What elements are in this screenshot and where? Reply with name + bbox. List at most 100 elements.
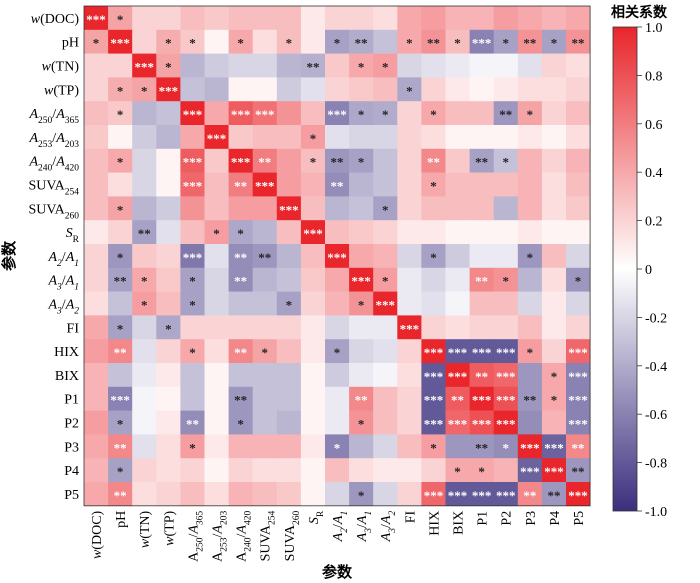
heatmap-cell-r16-c19: [541, 386, 567, 411]
row-label: P4: [64, 464, 79, 479]
row-labels: w(DOC) pH w(TN) w(TP) A250/A365 A253/A203 A240…: [28, 12, 79, 503]
heatmap-cell-r13-c14: [421, 315, 446, 340]
significance-mark: **: [572, 440, 585, 455]
heatmap-cell-r9-c10: [325, 220, 350, 245]
heatmap-cell-r11-c20: [566, 267, 591, 292]
heatmap-cell-r10-c16: [469, 244, 494, 269]
heatmap-cell-r19-c8: [276, 458, 302, 483]
row-label: w(DOC): [31, 12, 80, 27]
significance-mark: ***: [86, 12, 106, 27]
significance-mark: *: [165, 36, 172, 51]
heatmap-cell-r14-c14: [421, 339, 446, 364]
heatmap-cell-r1-c12: [373, 29, 398, 54]
heatmap-cell-r1-c3: [156, 29, 181, 54]
significance-mark: *: [117, 202, 124, 217]
heatmap-cell-r1-c18: [517, 29, 543, 54]
heatmap-cell-r11-c17: [493, 267, 519, 292]
heatmap-cell-r10-c2: [132, 244, 157, 269]
row-label: A2/A1: [47, 250, 79, 269]
significance-mark: *: [141, 83, 148, 98]
heatmap-cell-r1-c9: [300, 29, 326, 54]
significance-mark: **: [572, 36, 585, 51]
heatmap-cell-r8-c9: [300, 196, 326, 221]
heatmap-cell-r7-c10: [325, 172, 350, 197]
heatmap-cell-r8-c10: [325, 196, 350, 221]
heatmap-cell-r14-c7: [252, 339, 278, 364]
heatmap-cell-r18-c5: [204, 434, 229, 459]
heatmap-cell-r5-c15: [445, 125, 470, 150]
significance-mark: ***: [376, 298, 396, 313]
heatmap-cell-r0-c9: [300, 6, 326, 31]
heatmap-cell-r19-c17: [493, 458, 519, 483]
heatmap-cell-r9-c13: [397, 220, 422, 245]
heatmap-cell-r17-c17: [493, 410, 519, 435]
heatmap-cell-r0-c19: [541, 6, 567, 31]
heatmap-cell-r0-c1: [108, 6, 133, 31]
heatmap-cell-r11-c18: [517, 267, 543, 292]
heatmap-cell-r14-c4: [180, 339, 205, 364]
heatmap-cell-r11-c1: [108, 267, 133, 292]
heatmap-cell-r20-c18: [517, 482, 543, 507]
heatmap-cell-r10-c0: [84, 244, 109, 269]
heatmap-cell-r12-c7: [252, 291, 278, 316]
heatmap-cell-r0-c5: [204, 6, 229, 31]
heatmap-cell-r16-c1: [108, 386, 133, 411]
heatmap-cell-r3-c14: [421, 77, 446, 102]
significance-mark: **: [234, 393, 247, 408]
heatmap-cell-r20-c8: [276, 482, 302, 507]
heatmap-cell-r20-c20: [566, 482, 591, 507]
column-label: A240/A420: [235, 511, 254, 562]
heatmap-cell-r7-c18: [517, 172, 543, 197]
column-label: P1: [476, 511, 491, 526]
heatmap-cell-r15-c19: [541, 363, 567, 388]
heatmap-cell-r7-c0: [84, 172, 109, 197]
heatmap-cell-r10-c7: [252, 244, 278, 269]
significance-mark: ***: [183, 179, 203, 194]
significance-mark: *: [551, 369, 558, 384]
heatmap-cell-r18-c10: [325, 434, 350, 459]
heatmap-cell-r4-c8: [276, 101, 302, 126]
heatmap-cell-r19-c7: [252, 458, 278, 483]
row-label: A250/A365: [28, 107, 79, 126]
heatmap-cell-r13-c13: [397, 315, 422, 340]
heatmap-cell-r18-c8: [276, 434, 302, 459]
significance-mark: ***: [424, 369, 444, 384]
heatmap-cell-r4-c18: [517, 101, 543, 126]
heatmap-cell-r5-c13: [397, 125, 422, 150]
heatmap-cell-r5-c5: [204, 125, 229, 150]
heatmap-cell-r1-c1: [108, 29, 133, 54]
heatmap-cell-r9-c5: [204, 220, 229, 245]
heatmap-cell-r5-c4: [180, 125, 205, 150]
heatmap-cell-r6-c3: [156, 148, 181, 173]
heatmap-cell-r0-c13: [397, 6, 422, 31]
colorbar-tick-label: 0.4: [645, 166, 663, 181]
heatmap-cell-r8-c15: [445, 196, 470, 221]
heatmap-cell-r10-c10: [325, 244, 350, 269]
heatmap-cell-r3-c9: [300, 77, 326, 102]
heatmap-cell-r1-c19: [541, 29, 567, 54]
column-label: A3/A2: [379, 511, 398, 543]
heatmap-cell-r1-c13: [397, 29, 422, 54]
column-label: HIX: [427, 511, 442, 536]
heatmap-cell-r5-c10: [325, 125, 350, 150]
heatmap-cell-r8-c3: [156, 196, 181, 221]
heatmap-cell-r12-c9: [300, 291, 326, 316]
significance-mark: ***: [255, 107, 275, 122]
heatmap-cell-r12-c6: [228, 291, 253, 316]
heatmap-cell-r13-c17: [493, 315, 519, 340]
heatmap-cell-r6-c7: [252, 148, 278, 173]
heatmap-cell-r13-c18: [517, 315, 543, 340]
significance-mark: **: [331, 155, 344, 170]
heatmap-cell-r1-c6: [228, 29, 253, 54]
heatmap-cell-r18-c7: [252, 434, 278, 459]
significance-mark: *: [430, 440, 437, 455]
significance-mark: ***: [568, 393, 588, 408]
heatmap-cell-r4-c13: [397, 101, 422, 126]
heatmap-cell-r13-c1: [108, 315, 133, 340]
heatmap-cell-r5-c12: [373, 125, 398, 150]
heatmap-cell-r18-c11: [349, 434, 374, 459]
heatmap-cell-r19-c14: [421, 458, 446, 483]
heatmap-cell-r16-c9: [300, 386, 326, 411]
significance-mark: *: [117, 12, 124, 27]
heatmap-cell-r11-c0: [84, 267, 109, 292]
